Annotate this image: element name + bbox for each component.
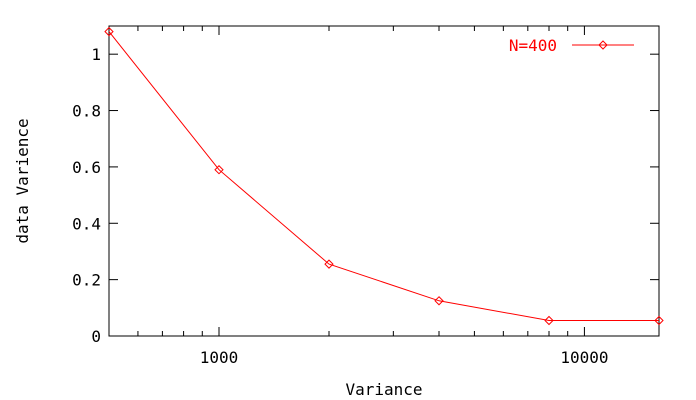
- y-axis-title: data Varience: [13, 118, 32, 243]
- series-layer: [104, 26, 664, 326]
- y-tick-label: 0.4: [72, 214, 101, 233]
- legend: N=400: [509, 36, 634, 55]
- y-tick-label: 0: [91, 327, 101, 346]
- y-tick-label: 0.2: [72, 271, 101, 290]
- x-axis-title: Variance: [345, 380, 422, 399]
- y-tick-label: 0.8: [72, 102, 101, 121]
- x-tick-label: 1000: [200, 348, 239, 367]
- y-tick-label: 0.6: [72, 158, 101, 177]
- plot-frame: [108, 25, 660, 337]
- y-tick-label: 1: [91, 45, 101, 64]
- axis-ticks: [109, 26, 659, 337]
- tick-labels: 0 0.2 0.4 0.6 0.8 1 1000 10000: [72, 45, 608, 367]
- data-point: [654, 315, 664, 326]
- data-point: [434, 296, 444, 306]
- legend-marker: [598, 40, 608, 50]
- legend-label: N=400: [509, 36, 557, 55]
- data-point: [324, 259, 334, 269]
- data-point: [544, 315, 554, 326]
- series-line: [108, 31, 659, 321]
- x-tick-label: 10000: [560, 348, 608, 367]
- data-point: [214, 165, 224, 175]
- data-point: [104, 26, 114, 37]
